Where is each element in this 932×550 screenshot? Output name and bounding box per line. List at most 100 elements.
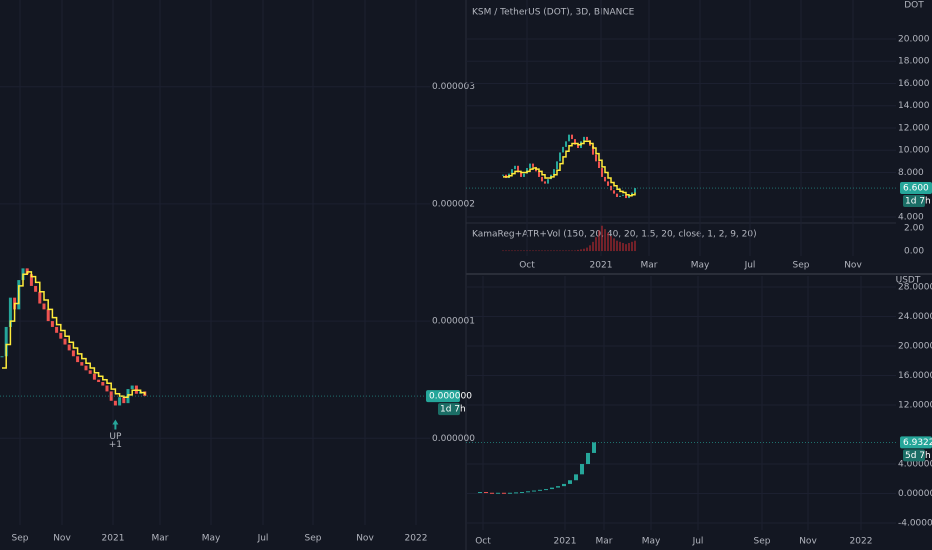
candle [520,172,522,177]
y-tick-label: 0.000003 [432,82,475,92]
candle [526,491,530,493]
volume-bar [610,236,612,252]
candle [568,480,572,484]
x-tick-label: Nov [53,534,71,544]
signal-label: UP [109,432,122,442]
y-tick-label: 4.000 [898,212,924,222]
axis-unit: USDT [896,276,921,286]
candle [523,173,525,177]
candle [571,134,573,140]
volume-bar [502,250,504,252]
candle [92,373,96,380]
candle [544,489,548,491]
candle [538,171,540,177]
candle [562,483,566,487]
x-tick-label: 2022 [850,537,873,547]
candle [547,179,549,184]
candle [113,400,117,406]
candle [553,169,555,175]
volume-bar [556,250,558,252]
volume-bar [505,250,507,252]
x-tick-label: 2021 [590,261,613,271]
candle [595,154,597,162]
candle [634,188,636,193]
candle [628,195,630,199]
y-tick-label: 0.000001 [432,317,475,327]
candle [101,382,105,386]
candle [46,309,50,322]
y-tick-label: 16.00000000 [898,371,932,381]
volume-bar [628,242,630,252]
volume-bar [544,250,546,252]
candle [50,321,54,327]
candle [508,492,512,494]
candle [8,297,12,327]
volume-bar [613,238,615,252]
y-tick-label: 4.00000000 [898,460,932,470]
candle [514,492,518,494]
candle [592,145,594,155]
candle [55,326,59,333]
signal-count: +1 [109,440,122,450]
volume-bar [547,250,549,252]
countdown-label: 1d 7h [440,405,466,415]
volume-bar [517,250,519,252]
candle [496,492,500,494]
y-tick-label: 0.000000 [432,434,475,444]
volume-bar [625,244,627,252]
y-tick-label: 24.00000000 [898,312,932,322]
volume-bar [607,232,609,252]
y-tick-label: 20.00000000 [898,342,932,352]
y-tick-label: 0.00 [904,247,924,257]
y-tick-label: 10.000 [898,146,930,156]
x-tick-label: Jul [257,534,269,544]
candle [105,385,109,392]
candle [76,356,80,363]
candle [583,136,585,142]
volume-bar [514,250,516,252]
kama-line [503,140,636,197]
x-tick-label: Jul [744,261,756,271]
candle [478,492,482,494]
volume-bar [589,245,591,252]
volume-bar [553,250,555,252]
volume-bar [598,230,600,252]
candle [559,152,561,162]
candle [511,169,513,174]
volume-bar [571,250,573,252]
candle [34,285,38,292]
x-tick-label: Jul [692,537,704,547]
candle [568,134,570,142]
candle [59,332,63,339]
candle [122,397,126,404]
candle [607,181,609,186]
y-tick-label: 16.000 [898,79,930,89]
candle [616,193,618,197]
countdown-label: 5d 7h [905,451,931,461]
price-tag [900,436,932,449]
candle [544,181,546,184]
countdown-tag [903,449,925,462]
candle [622,194,624,196]
countdown-tag [438,403,460,416]
candle [574,474,578,481]
candle [613,190,615,194]
candle [4,326,8,357]
price-tag [426,390,460,403]
x-tick-label: 2021 [554,537,577,547]
indicator-title: KamaReg+ATR+Vol (150, 20, 40, 20, 1.5, 2… [472,230,757,240]
price-tag-label: 0.000000 [429,392,472,402]
candle [97,379,101,383]
candle [502,174,504,176]
y-tick-label: 14.000 [898,101,930,111]
volume-bar [634,240,636,252]
candle [541,176,543,182]
x-tick-label: Sep [793,261,810,271]
candle [565,141,567,147]
countdown-tag [903,195,925,208]
x-tick-label: Mar [596,537,613,547]
x-tick-label: Mar [152,534,169,544]
volume-bar [577,249,579,252]
volume-bar [541,250,543,252]
